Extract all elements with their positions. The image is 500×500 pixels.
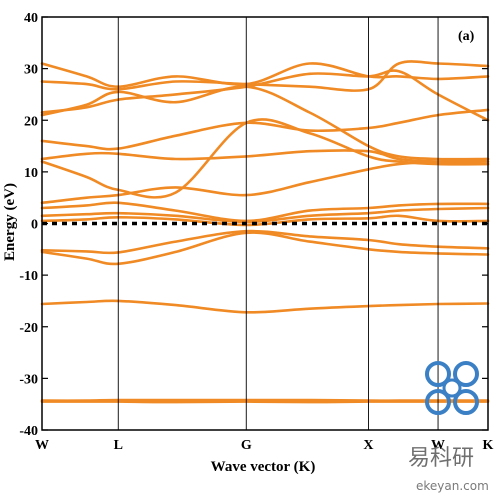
band-line-5	[40, 229, 490, 255]
y-tick-label-10: 10	[24, 166, 38, 181]
x-tick-label-G: G	[241, 438, 252, 453]
x-tick-label-W: W	[35, 438, 49, 453]
y-axis-ticks: -40 -30 -20 -10 0 10 20 30 40	[19, 11, 488, 439]
y-tick-label-0: 0	[31, 218, 38, 233]
y-tick-label-30: 30	[24, 63, 38, 78]
x-tick-label-W: W	[431, 438, 445, 453]
band-line-8	[40, 201, 490, 223]
x-tick-label-X: X	[363, 438, 373, 453]
band-line-9	[40, 157, 490, 205]
watermark-text: 易科研	[408, 446, 474, 471]
y-tick-label--40: -40	[19, 424, 38, 439]
band-line-16	[40, 62, 490, 88]
band-lines	[40, 60, 490, 404]
y-tick-label--30: -30	[19, 372, 38, 387]
y-tick-label-20: 20	[24, 114, 38, 129]
band-line-11	[40, 149, 490, 164]
band-line-12	[40, 108, 490, 151]
band-line-15	[40, 60, 490, 92]
y-tick-label--10: -10	[19, 269, 38, 284]
ekeyan-logo-icon	[425, 361, 479, 415]
band-line-13	[40, 85, 490, 161]
band-line-4	[40, 231, 490, 266]
x-axis-title: Wave vector (K)	[211, 459, 316, 475]
watermark-url: ekeyan.com	[416, 479, 489, 493]
y-tick-label-40: 40	[24, 11, 38, 26]
band-line-7	[40, 206, 490, 224]
x-tick-label-L: L	[114, 438, 123, 453]
band-line-3	[40, 299, 490, 314]
band-line-14	[40, 69, 490, 122]
band-line-2	[40, 400, 490, 404]
x-tick-label-K: K	[483, 438, 494, 453]
y-axis-title: Energy (eV)	[2, 183, 18, 261]
band-line-10	[40, 118, 490, 199]
panel-label: (a)	[458, 29, 475, 44]
y-tick-label--20: -20	[19, 321, 38, 336]
